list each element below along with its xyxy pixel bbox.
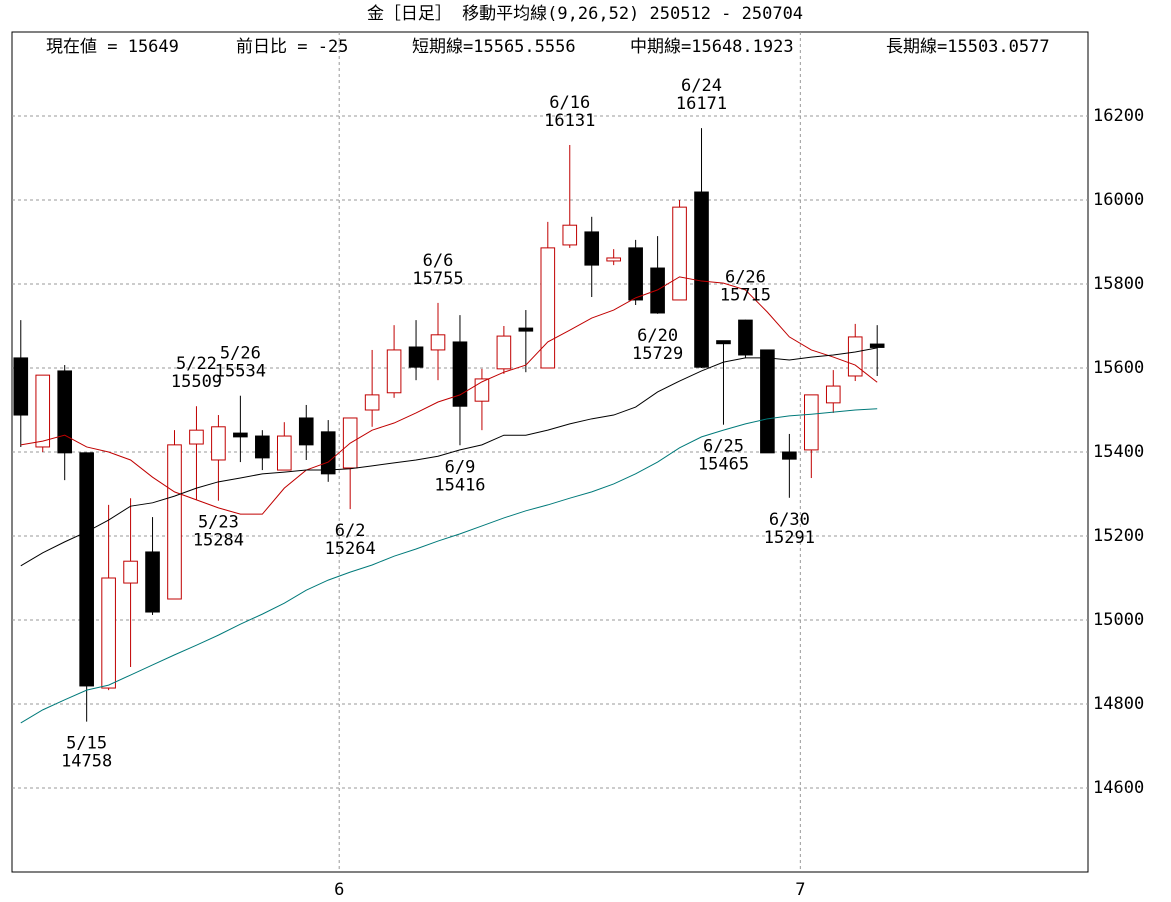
y-tick-label: 15800 bbox=[1093, 274, 1144, 294]
annotation-date: 6/20 bbox=[637, 326, 678, 346]
candle-body bbox=[364, 394, 380, 411]
stat-text: 前日比 = -25 bbox=[236, 37, 348, 57]
annotation-value: 15755 bbox=[412, 269, 463, 289]
y-tick-label: 15400 bbox=[1093, 442, 1144, 462]
candle-body bbox=[452, 341, 468, 407]
annotation-date: 5/26 bbox=[220, 344, 261, 364]
candle-body bbox=[518, 327, 534, 332]
candle-body bbox=[211, 426, 226, 461]
candle-body bbox=[35, 374, 51, 448]
y-tick-label: 14600 bbox=[1093, 778, 1144, 798]
annotation-date: 5/15 bbox=[66, 734, 107, 754]
annotation-date: 6/25 bbox=[703, 437, 744, 457]
candle-body bbox=[79, 452, 94, 687]
annotation-value: 15534 bbox=[215, 362, 266, 382]
annotation-value: 15715 bbox=[720, 286, 771, 306]
candle-body bbox=[298, 417, 314, 446]
annotation-date: 5/23 bbox=[198, 513, 239, 533]
candle-body bbox=[430, 334, 446, 351]
annotation-value: 15264 bbox=[325, 539, 376, 559]
x-tick-label: 6 bbox=[334, 880, 344, 900]
candle-body bbox=[738, 319, 753, 356]
candle-body bbox=[320, 431, 336, 475]
candle-body bbox=[628, 247, 643, 301]
candle-body bbox=[760, 349, 775, 454]
y-tick-label: 15600 bbox=[1093, 358, 1144, 378]
candle-body bbox=[716, 340, 731, 345]
candle-body bbox=[540, 247, 556, 369]
annotation-date: 5/22 bbox=[176, 354, 217, 374]
y-tick-label: 16000 bbox=[1093, 190, 1144, 210]
moving-average-line bbox=[20, 347, 878, 567]
x-tick-label: 7 bbox=[795, 880, 805, 900]
moving-average-line bbox=[20, 276, 878, 515]
annotation-value: 16171 bbox=[676, 94, 727, 114]
annotation-date: 6/16 bbox=[549, 93, 590, 113]
candle-body bbox=[57, 370, 73, 454]
y-tick-label: 15000 bbox=[1093, 610, 1144, 630]
candle-body bbox=[189, 429, 204, 445]
candle-body bbox=[562, 224, 578, 246]
moving-average-line bbox=[20, 408, 878, 724]
candle-body bbox=[145, 551, 160, 613]
annotation-value: 15465 bbox=[698, 455, 749, 475]
candle-body bbox=[496, 335, 512, 370]
annotation-value: 15291 bbox=[764, 528, 815, 548]
annotation-date: 6/24 bbox=[681, 76, 722, 96]
stat-text: 現在値 = 15649 bbox=[46, 37, 179, 57]
candle-body bbox=[584, 231, 600, 266]
candle-body bbox=[474, 378, 490, 402]
annotation-date: 6/6 bbox=[423, 251, 454, 271]
candle-body bbox=[123, 560, 138, 584]
stat-text: 中期線=15648.1923 bbox=[630, 37, 794, 57]
candle-body bbox=[386, 349, 402, 394]
candle-body bbox=[869, 343, 885, 348]
stat-text: 短期線=15565.5556 bbox=[412, 37, 576, 57]
annotation-value: 14758 bbox=[61, 752, 112, 772]
stat-text: 長期線=15503.0577 bbox=[886, 37, 1050, 57]
candle-body bbox=[672, 206, 687, 301]
candle-body bbox=[847, 336, 863, 377]
y-tick-label: 16200 bbox=[1093, 106, 1144, 126]
y-tick-label: 14800 bbox=[1093, 694, 1144, 714]
y-tick-label: 15200 bbox=[1093, 526, 1144, 546]
candle-body bbox=[694, 191, 709, 368]
candle-body bbox=[233, 432, 248, 438]
annotation-value: 16131 bbox=[544, 111, 595, 131]
candle-body bbox=[408, 346, 424, 368]
annotation-date: 6/2 bbox=[335, 521, 366, 541]
candle-body bbox=[804, 394, 819, 451]
annotation-date: 6/9 bbox=[445, 457, 476, 477]
candle-body bbox=[101, 577, 116, 689]
candle-body bbox=[650, 267, 665, 314]
candle-body bbox=[276, 435, 292, 471]
annotation-date: 6/26 bbox=[725, 268, 766, 288]
candle-body bbox=[255, 435, 270, 459]
annotation-value: 15509 bbox=[171, 372, 222, 392]
annotation-value: 15729 bbox=[632, 344, 683, 364]
candle-body bbox=[13, 357, 29, 416]
candle-body bbox=[167, 444, 182, 600]
candle-body bbox=[782, 451, 797, 460]
annotation-value: 15284 bbox=[193, 531, 244, 551]
chart-title: 金［日足］ 移動平均線(9,26,52) 250512 - 250704 bbox=[367, 4, 803, 24]
annotation-date: 6/30 bbox=[769, 510, 810, 530]
annotation-value: 15416 bbox=[434, 475, 485, 495]
candle-body bbox=[825, 385, 841, 404]
candle-body bbox=[606, 257, 621, 262]
